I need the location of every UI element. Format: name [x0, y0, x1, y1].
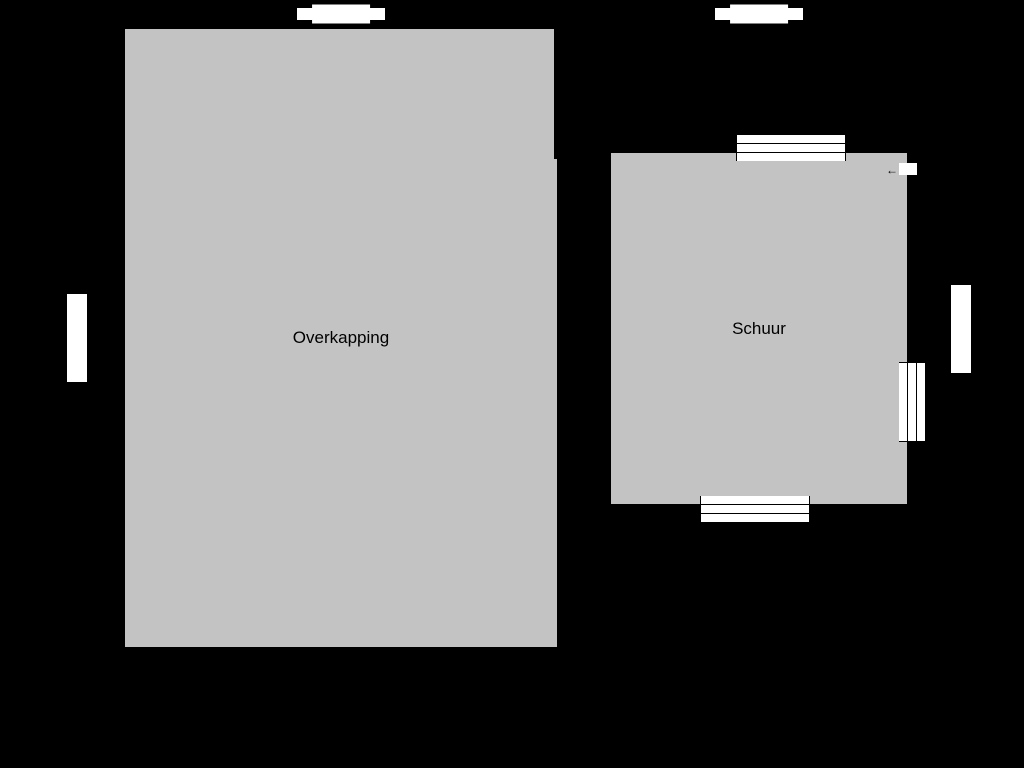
overkapping-post — [554, 29, 557, 159]
room-schuur-label: Schuur — [732, 319, 786, 339]
room-overkapping-label: Overkapping — [293, 328, 389, 348]
schuur-window-right — [899, 362, 925, 442]
room-schuur: Schuur — [611, 153, 907, 504]
room-overkapping: Overkapping — [125, 29, 557, 647]
tick-bg-2 — [715, 8, 803, 20]
tick-bg-4 — [951, 285, 971, 373]
schuur-door-right — [899, 163, 917, 175]
schuur-wall-left — [601, 143, 611, 514]
door-arrow-icon: ← — [886, 163, 898, 177]
tick-bg-1 — [297, 8, 385, 20]
tick-bg-3 — [67, 294, 87, 382]
schuur-window-top — [736, 135, 846, 161]
schuur-wall-right — [907, 143, 917, 514]
schuur-window-bottom — [700, 496, 810, 522]
